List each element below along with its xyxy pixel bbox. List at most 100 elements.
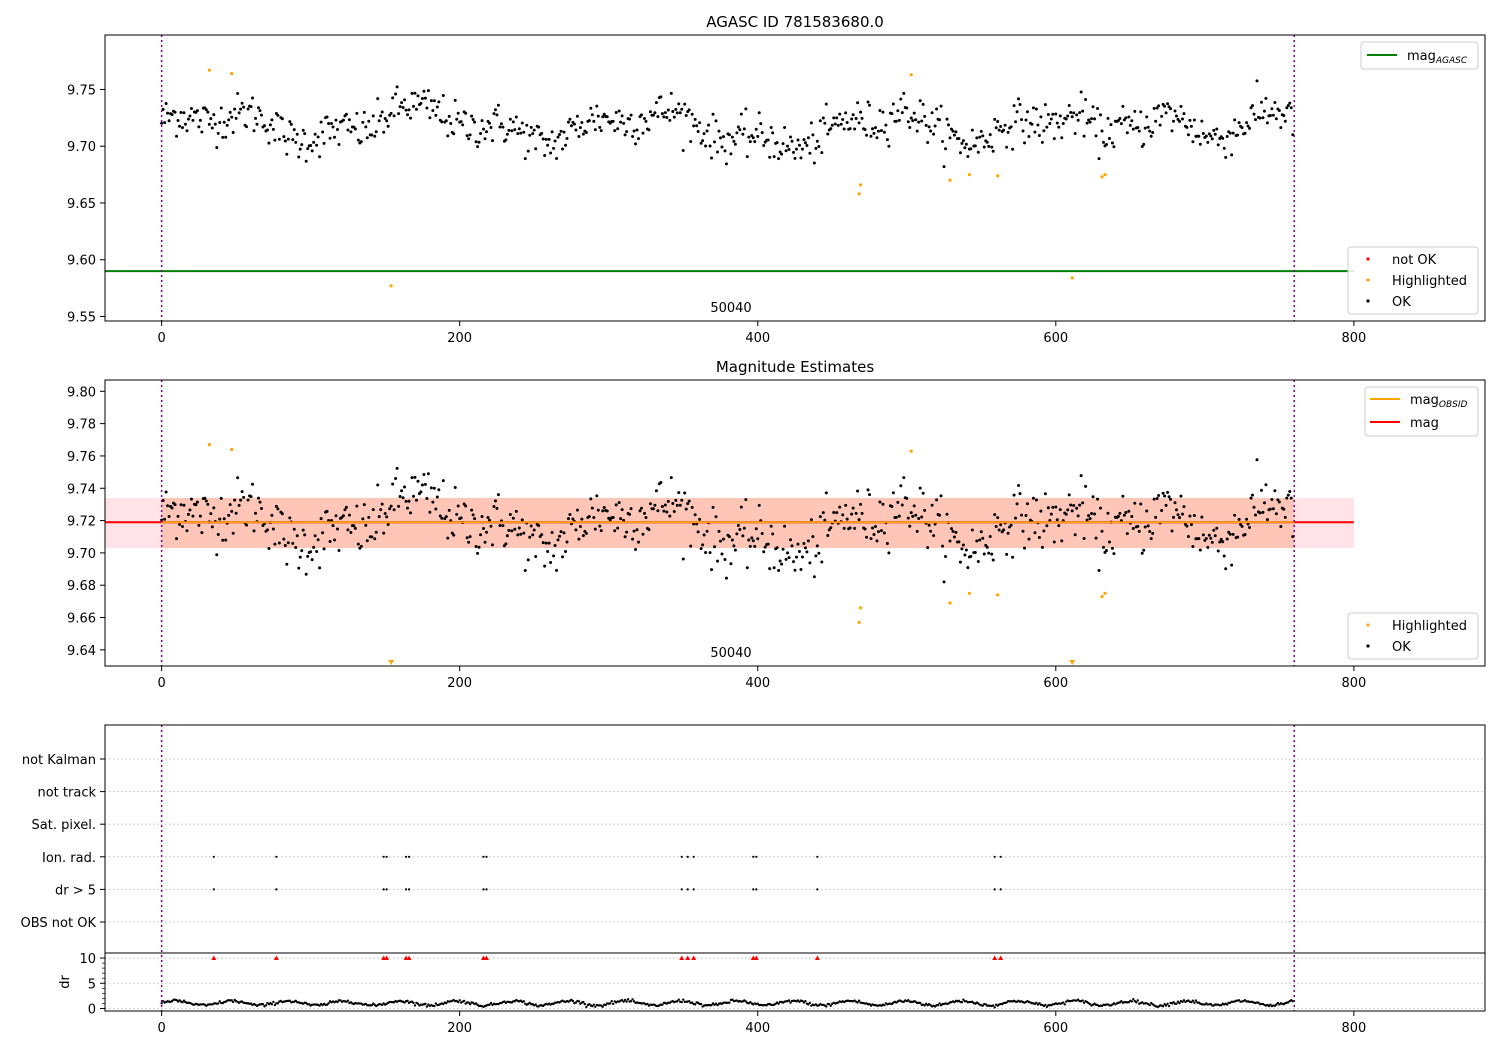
x-tick-label: 400 [745,331,770,346]
ok-point [634,142,638,146]
ok-point [996,119,1000,123]
ok-point [425,496,429,500]
flag-event [404,855,408,858]
ok-point [1149,537,1153,541]
ok-point [374,130,378,134]
ok-point [292,527,296,531]
ok-point [1043,103,1047,107]
ok-point [347,118,351,122]
ok-point [979,530,983,534]
ok-point [935,498,939,502]
ok-point [856,489,860,493]
ok-point [167,515,171,519]
ok-point [455,512,459,516]
ok-point [1252,112,1256,116]
ok-point [1066,508,1070,512]
ok-point [1110,141,1114,145]
dr-point [1044,1003,1047,1007]
ok-point [572,122,576,126]
ok-point [1081,501,1085,505]
ok-point [1172,515,1176,519]
ok-point [194,503,198,507]
ok-point [991,558,995,562]
ok-point [265,128,269,132]
ok-point [467,540,471,544]
ok-point [398,495,402,499]
dr-tick-label: 0 [88,1002,96,1017]
ok-point [1179,104,1183,108]
ok-point [777,157,781,161]
ok-point [794,555,798,559]
ok-point [1118,116,1122,120]
ok-point [563,143,567,147]
x-tick-label: 600 [1043,676,1068,691]
ok-point [1221,540,1225,544]
dr-point [731,998,734,1001]
ok-point [1166,102,1170,106]
ok-point [641,532,645,536]
ok-point [808,561,812,565]
ok-point [1228,131,1232,135]
ok-point [716,559,720,563]
ok-point [555,156,559,160]
ok-point [1015,110,1019,114]
ok-point [301,128,305,132]
ok-point [999,523,1003,527]
ok-point [1046,506,1050,510]
ok-point [401,496,405,500]
ok-point [1146,125,1150,129]
ok-point [851,506,855,510]
ok-point [1276,498,1280,502]
ok-point [794,147,798,151]
ok-point [1088,517,1092,521]
ok-point [993,117,997,121]
ok-point [470,114,474,118]
ok-point [786,144,790,148]
ok-point [452,533,456,537]
ok-point [504,542,508,546]
ok-point [259,507,263,511]
ok-point [547,541,551,545]
ok-point [333,538,337,542]
ok-point [1027,135,1031,139]
dr-point [1082,1001,1086,1005]
ok-point [271,127,275,131]
ok-point [876,530,880,534]
ok-point [748,140,752,144]
ok-point [334,118,338,122]
ok-point [364,125,368,129]
x-tick-label: 200 [447,331,472,346]
ok-point [674,498,678,502]
dr-point [1136,999,1139,1002]
ok-point [578,126,582,130]
ok-point [844,503,848,507]
ok-point [1230,153,1234,157]
ok-point [981,134,985,138]
ok-point [544,541,548,545]
dr-point [458,999,461,1002]
ok-point [479,131,483,135]
ok-point [941,139,945,143]
ok-point [254,511,258,515]
ok-point [377,515,381,519]
ok-point [252,529,256,533]
ok-point [628,117,632,121]
ok-point [1186,534,1190,538]
ok-point [926,141,930,145]
highlighted-point [230,71,234,76]
dr-outlier-marker [998,955,1004,961]
ok-point [403,485,407,489]
ok-point [938,118,942,122]
ok-point [189,106,193,110]
dr-point [270,1003,274,1006]
highlighted-point [857,620,861,624]
highlighted-point [967,172,971,177]
ok-point [662,115,666,119]
ok-point [887,551,891,555]
ok-point [546,550,550,554]
ok-point [1289,106,1293,110]
ok-point [298,555,302,559]
ok-point [331,524,335,528]
ok-point [1034,498,1038,502]
